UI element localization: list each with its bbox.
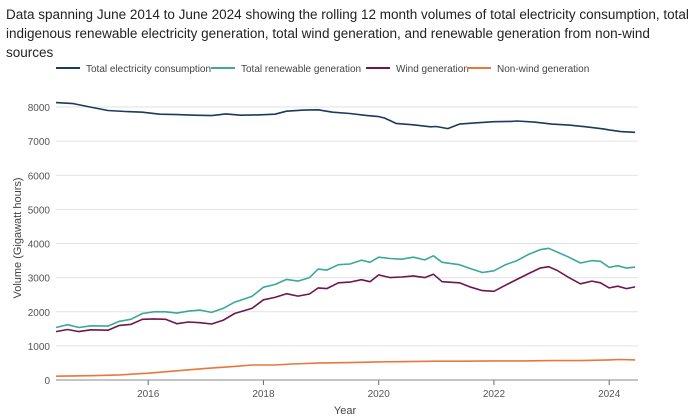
x-axis-label: Year (334, 405, 357, 417)
series-line-total-electricity-consumption (55, 101, 636, 134)
y-tick-label: 6000 (28, 171, 51, 182)
series-line-total-renewable-generation (55, 247, 636, 329)
y-tick-label: 2000 (28, 308, 51, 319)
series-line-wind-generation (55, 265, 636, 333)
series-line-non-wind-generation (55, 358, 636, 377)
y-tick-label: 0 (44, 376, 50, 387)
legend: Total electricity consumption Total renew… (56, 64, 589, 75)
legend-label-wind-generation: Wind generation (396, 64, 469, 75)
y-tick-label: 8000 (28, 103, 51, 114)
x-tick-label: 2020 (368, 389, 391, 400)
legend-label-total-renewable-generation: Total renewable generation (241, 64, 361, 75)
x-axis-ticks: 2016 2018 2020 2022 2024 (137, 380, 621, 400)
y-tick-label: 1000 (28, 342, 51, 353)
x-tick-label: 2022 (483, 389, 506, 400)
y-axis-label: Volume (Gigawatt hours) (12, 177, 24, 298)
x-tick-label: 2016 (137, 389, 160, 400)
y-tick-label: 5000 (28, 205, 51, 216)
series-lines (55, 101, 636, 377)
chart-title: Data spanning June 2014 to June 2024 sho… (6, 7, 689, 60)
legend-label-non-wind-generation: Non-wind generation (497, 64, 589, 75)
x-tick-label: 2024 (598, 389, 621, 400)
y-tick-label: 3000 (28, 274, 51, 285)
x-tick-label: 2018 (252, 389, 275, 400)
legend-label-total-electricity-consumption: Total electricity consumption (86, 64, 211, 75)
gridlines (56, 106, 638, 347)
y-tick-label: 4000 (28, 240, 51, 251)
y-tick-label: 7000 (28, 137, 51, 148)
y-axis-ticks: 0 1000 2000 3000 4000 5000 6000 7000 8000 (28, 103, 51, 387)
